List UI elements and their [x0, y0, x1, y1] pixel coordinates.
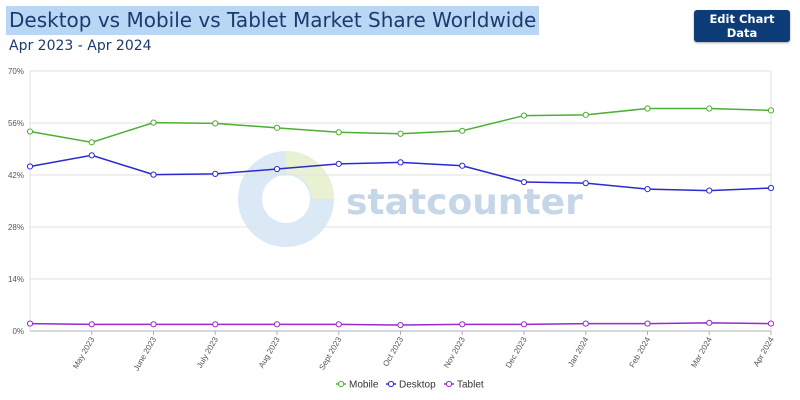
data-point-desktop[interactable] — [520, 178, 528, 186]
data-point-tablet[interactable] — [767, 320, 775, 327]
data-point-desktop[interactable] — [150, 171, 157, 178]
data-point-tablet[interactable] — [88, 321, 95, 328]
data-point-mobile[interactable] — [397, 130, 404, 137]
series-layer — [26, 105, 775, 329]
x-tick-label: June 2023 — [132, 335, 159, 372]
legend-label: Mobile — [349, 380, 379, 391]
data-point-mobile[interactable] — [520, 112, 528, 119]
data-point-desktop[interactable] — [88, 152, 95, 159]
y-tick-label: 56% — [8, 119, 24, 128]
chart-subtitle: Apr 2023 - Apr 2024 — [9, 38, 152, 54]
x-axis: May 2023 June 2023 July 2023 Aug 2023 Sept 2… — [71, 331, 776, 372]
data-point-mobile[interactable] — [212, 120, 219, 127]
data-point-desktop[interactable] — [644, 186, 651, 193]
y-tick-label: 42% — [8, 171, 24, 180]
x-tick-label: Mar 2024 — [689, 335, 714, 369]
data-point-desktop[interactable] — [459, 162, 466, 169]
data-point-tablet[interactable] — [150, 321, 157, 328]
data-point-mobile[interactable] — [767, 107, 775, 114]
data-point-desktop[interactable] — [767, 184, 775, 192]
data-point-desktop[interactable] — [582, 180, 589, 187]
x-tick-label: May 2023 — [71, 335, 97, 370]
data-point-mobile[interactable] — [88, 139, 95, 146]
data-point-desktop[interactable] — [706, 187, 713, 194]
edit-chart-data-button[interactable]: Edit Chart Data — [694, 10, 790, 42]
x-tick-label: Feb 2024 — [628, 335, 653, 369]
data-point-mobile[interactable] — [582, 111, 589, 118]
y-tick-label: 0% — [12, 327, 24, 336]
data-point-tablet[interactable] — [397, 321, 404, 329]
data-point-mobile[interactable] — [706, 105, 713, 112]
legend-item-tablet[interactable]: Tablet — [444, 380, 484, 391]
data-point-tablet[interactable] — [459, 321, 466, 328]
data-point-desktop[interactable] — [273, 165, 281, 173]
data-point-mobile[interactable] — [644, 105, 651, 112]
legend-marker — [337, 380, 345, 388]
x-tick-label: Oct 2023 — [381, 335, 405, 368]
legend-label: Tablet — [457, 380, 484, 391]
data-point-tablet[interactable] — [335, 321, 342, 328]
y-tick-label: 14% — [8, 275, 24, 284]
legend-marker — [387, 380, 395, 388]
series-line-mobile — [29, 107, 772, 144]
data-point-tablet[interactable] — [582, 320, 589, 327]
data-point-desktop[interactable] — [397, 159, 404, 166]
data-point-tablet[interactable] — [644, 320, 651, 327]
legend-item-mobile[interactable]: Mobile — [336, 380, 379, 391]
x-tick-label: Jan 2024 — [566, 335, 591, 368]
y-axis: 0% 14% 28% 42% 56% 70% — [8, 67, 24, 336]
watermark-text: statcounter — [346, 182, 583, 223]
data-point-tablet[interactable] — [26, 320, 34, 327]
data-point-mobile[interactable] — [273, 124, 281, 131]
legend-item-desktop[interactable]: Desktop — [386, 380, 436, 391]
legend: Mobile Desktop Tablet — [336, 380, 484, 391]
y-tick-label: 70% — [8, 67, 24, 76]
x-tick-label: Sept 2023 — [317, 335, 343, 372]
x-tick-label: July 2023 — [195, 335, 220, 370]
data-point-mobile[interactable] — [150, 119, 157, 126]
data-point-mobile[interactable] — [459, 127, 466, 134]
data-point-mobile[interactable] — [26, 128, 34, 135]
data-point-mobile[interactable] — [335, 129, 342, 136]
legend-label: Desktop — [399, 380, 436, 391]
chart-title: Desktop vs Mobile vs Tablet Market Share… — [6, 6, 540, 35]
data-point-tablet[interactable] — [212, 321, 219, 328]
data-point-tablet[interactable] — [273, 321, 281, 328]
data-point-desktop[interactable] — [212, 170, 219, 177]
statcounter-watermark: statcounter — [238, 151, 583, 247]
watermark-logo-hole — [262, 175, 310, 223]
x-tick-label: Apr 2024 — [752, 335, 776, 368]
chart-header: Desktop vs Mobile vs Tablet Market Share… — [6, 6, 540, 54]
y-tick-label: 28% — [8, 223, 24, 232]
x-tick-label: Aug 2023 — [257, 335, 282, 370]
x-tick-label: Dec 2023 — [504, 335, 529, 370]
legend-marker — [445, 380, 453, 388]
data-point-tablet[interactable] — [520, 321, 528, 328]
data-point-tablet[interactable] — [706, 319, 713, 326]
x-tick-label: Nov 2023 — [442, 335, 467, 370]
data-point-desktop[interactable] — [335, 160, 342, 167]
data-point-desktop[interactable] — [26, 163, 34, 170]
